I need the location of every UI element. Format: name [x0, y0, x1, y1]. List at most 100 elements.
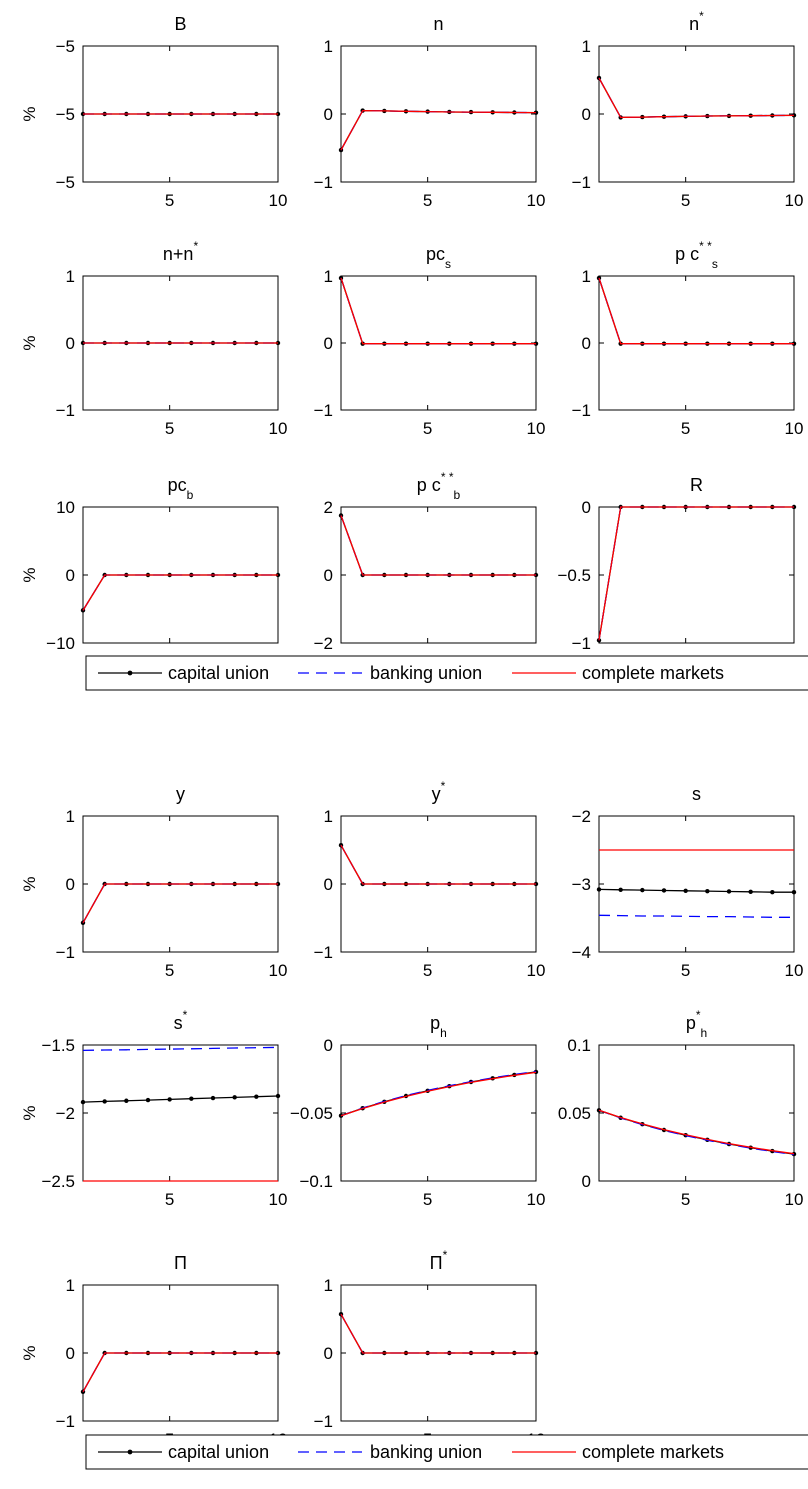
y-tick-label: 1 — [324, 267, 333, 286]
series-line-complete-markets — [82, 883, 278, 924]
y-tick-label: 0 — [324, 1036, 333, 1055]
y-tick-label: 0.05 — [558, 1104, 591, 1123]
x-tick-label: 5 — [423, 1190, 432, 1209]
y-tick-label: −1 — [314, 401, 333, 420]
subplot-4: n+n*% −1 0 1 5 10 — [20, 239, 287, 438]
series-line-capital-union — [82, 574, 278, 611]
data-point-capital-union — [640, 887, 645, 893]
x-tick-label: 5 — [165, 191, 174, 210]
data-point-capital-union — [232, 1095, 237, 1100]
series-line-capital-union — [82, 883, 278, 924]
legend-label-banking-union: banking union — [370, 1442, 482, 1462]
series-line-capital-union — [82, 1352, 278, 1393]
y-tick-label: −0.05 — [290, 1104, 333, 1123]
subplot-7: pcb%−10010510 — [20, 475, 287, 671]
legend-marker — [127, 670, 133, 676]
subplot-12: s −4 −3 −2 5 10 — [572, 784, 804, 980]
data-point-capital-union — [726, 889, 732, 894]
subplot-title: p c* *b — [417, 470, 461, 502]
subplot-2: n −1 0 1 5 10 — [314, 14, 546, 210]
series-line-complete-markets — [598, 77, 795, 119]
y-tick-label: −1 — [314, 173, 333, 192]
series-line-complete-markets — [340, 515, 536, 576]
y-tick-label: −0.1 — [299, 1172, 333, 1191]
x-tick-label: 10 — [527, 961, 546, 980]
y-tick-label: −5 — [56, 37, 75, 56]
y-tick-label: 0 — [324, 566, 333, 585]
data-point-capital-union — [210, 1095, 216, 1101]
series-line-banking-union — [340, 1070, 537, 1117]
axes-box — [598, 45, 795, 183]
y-tick-label: 0 — [324, 105, 333, 124]
series-line-complete-markets — [598, 1109, 795, 1155]
subplot-8: p c* *b−202510 — [314, 470, 546, 671]
y-tick-label: 0 — [324, 875, 333, 894]
x-tick-label: 5 — [681, 1190, 690, 1209]
data-point-capital-union — [748, 889, 753, 895]
y-tick-label: −3 — [572, 875, 591, 894]
data-point-capital-union — [80, 1099, 86, 1105]
legend-box — [85, 1434, 808, 1470]
y-tick-label: 0 — [582, 1172, 591, 1191]
legend-2: capital union banking union complete marke… — [85, 1434, 808, 1470]
y-tick-label: −5 — [56, 105, 75, 124]
series-line-complete-markets — [598, 277, 794, 345]
x-tick-label: 10 — [269, 1190, 288, 1209]
data-point-capital-union — [705, 888, 710, 894]
x-tick-label: 10 — [785, 1190, 804, 1209]
y-tick-label: −1 — [314, 1412, 333, 1431]
y-tick-label: 0 — [582, 105, 591, 124]
x-tick-label: 5 — [165, 419, 174, 438]
y-tick-label: 10 — [56, 498, 75, 517]
x-tick-label: 5 — [423, 191, 432, 210]
y-tick-label: 1 — [66, 267, 75, 286]
series-line-complete-markets — [82, 574, 278, 611]
series-line-banking-union — [598, 506, 794, 641]
y-tick-label: 1 — [66, 1276, 75, 1295]
x-tick-label: 10 — [527, 419, 546, 438]
y-tick-label: −2 — [56, 1104, 75, 1123]
y-tick-label: −1 — [572, 401, 591, 420]
y-axis-label: % — [20, 335, 39, 350]
x-tick-label: 5 — [681, 191, 690, 210]
axes-box — [340, 275, 537, 411]
series-line-banking-union — [340, 515, 536, 576]
y-tick-label: 0 — [324, 1344, 333, 1363]
y-tick-label: −1 — [56, 943, 75, 962]
y-tick-label: 0.1 — [567, 1036, 591, 1055]
series-line-complete-markets — [598, 506, 794, 641]
series-line-capital-union — [340, 277, 536, 345]
legend-marker — [127, 1449, 133, 1455]
title-superscript: * — [696, 1008, 701, 1022]
legend-label-complete-markets: complete markets — [582, 663, 724, 683]
axes-box — [598, 815, 795, 953]
subplot-title: ph — [430, 1013, 447, 1040]
subplot-title: B — [174, 14, 186, 34]
y-tick-label: −4 — [572, 943, 591, 962]
y-tick-label: −1 — [56, 1412, 75, 1431]
series-line-banking-union — [340, 1313, 536, 1354]
legend-label-complete-markets: complete markets — [582, 1442, 724, 1462]
data-point-capital-union — [683, 888, 688, 893]
axes-box — [340, 1044, 537, 1182]
title-subscript: h — [701, 1026, 708, 1040]
subplot-1: B% −5 −5 −5 5 10 — [20, 14, 287, 210]
y-tick-label: 2 — [324, 498, 333, 517]
data-point-capital-union — [124, 1098, 129, 1103]
y-axis-label: % — [20, 876, 39, 891]
title-subscript: b — [187, 488, 194, 502]
y-tick-label: −2.5 — [41, 1172, 75, 1191]
subplot-title: s* — [174, 1008, 188, 1033]
series-line-banking-union — [598, 77, 795, 119]
series-line-banking-union — [598, 1109, 795, 1156]
y-tick-label: 0 — [66, 875, 75, 894]
subplot-title: Π — [174, 1253, 187, 1273]
axes-box — [598, 1044, 795, 1182]
y-axis-label: % — [20, 567, 39, 582]
legend-label-banking-union: banking union — [370, 663, 482, 683]
legend-label-capital-union: capital union — [168, 663, 269, 683]
